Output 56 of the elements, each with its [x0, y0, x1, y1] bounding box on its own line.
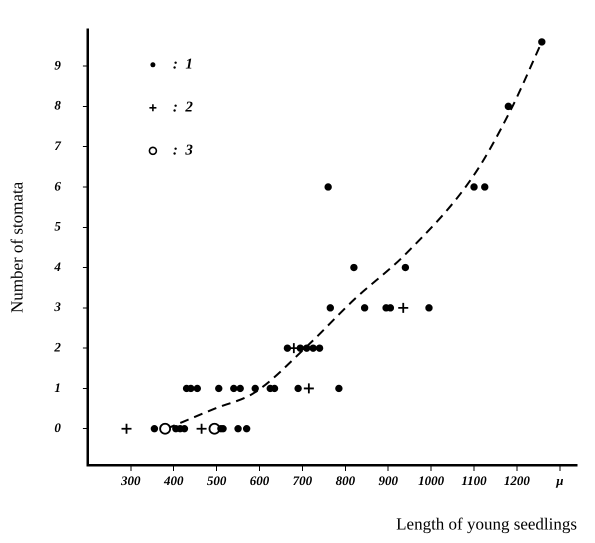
y-tick-label: 5 [54, 218, 62, 234]
point [120, 422, 132, 435]
point [234, 425, 242, 432]
y-tick-label: 8 [54, 98, 62, 113]
y-tick-label: 4 [53, 258, 62, 274]
point [397, 302, 410, 314]
y-tick-label: 1 [54, 380, 61, 395]
point [350, 264, 358, 272]
point [194, 384, 202, 392]
x-tick-label: 1100 [461, 473, 488, 488]
x-tick-label: 900 [378, 473, 398, 488]
y-axis-title: Number of stomata [8, 181, 27, 314]
point [294, 384, 302, 392]
point [303, 344, 310, 352]
point [284, 344, 292, 352]
y-tick-label: 0 [54, 420, 62, 436]
point [316, 344, 324, 352]
point [302, 382, 315, 394]
x-tick-label: 300 [120, 473, 142, 488]
point [538, 38, 546, 46]
point [326, 304, 334, 312]
x-tick-label: 700 [292, 473, 313, 488]
x-tick-label: 1000 [418, 473, 445, 488]
y-tick-label: 6 [54, 178, 62, 194]
point [236, 384, 244, 392]
point [425, 304, 433, 312]
x-tick-label: 600 [250, 473, 270, 488]
point [309, 344, 317, 352]
x-axis-title: Length of young seedlings [396, 514, 577, 534]
point [242, 425, 250, 432]
point [159, 422, 172, 435]
point [324, 183, 332, 191]
point [296, 344, 304, 352]
point [481, 183, 488, 191]
point [470, 183, 478, 191]
y-tick-label: 3 [53, 299, 62, 314]
point [196, 422, 208, 435]
point [360, 304, 368, 312]
legend-label: : 2 [172, 100, 194, 116]
x-tick-label: 500 [206, 473, 227, 488]
legend-label: : 1 [172, 56, 193, 73]
x-tick-label: μ [555, 473, 564, 488]
point [402, 264, 410, 272]
y-tick-label: 2 [53, 340, 62, 354]
point [215, 384, 222, 392]
x-tick-label: 400 [162, 473, 184, 488]
point [504, 102, 512, 110]
y-tick-label: 9 [54, 57, 62, 72]
point [150, 425, 158, 432]
point [230, 384, 238, 392]
x-tick-label: 800 [336, 473, 356, 488]
y-tick-label: 7 [54, 138, 62, 154]
point [335, 384, 343, 392]
x-tick-label: 1200 [504, 473, 530, 488]
point [252, 384, 259, 392]
legend-label: : 3 [172, 142, 194, 159]
